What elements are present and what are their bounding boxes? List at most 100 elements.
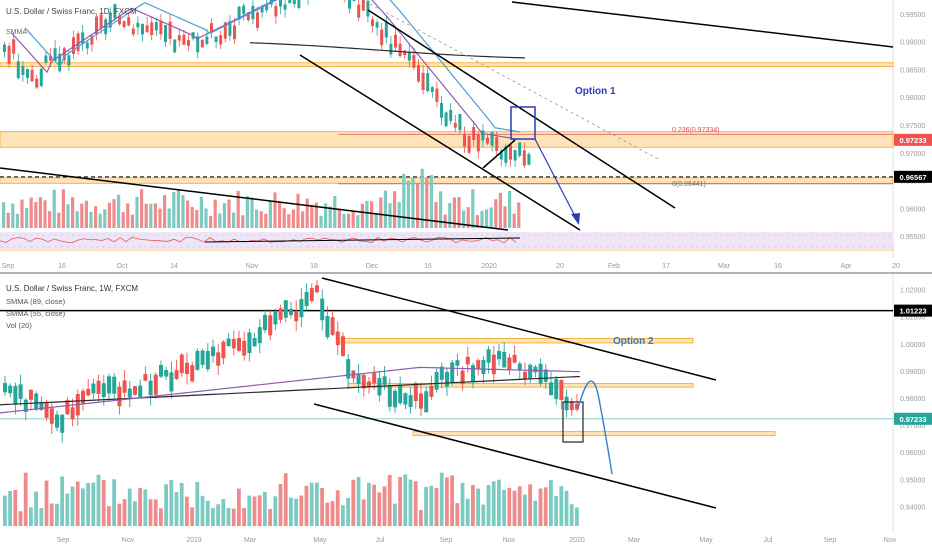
volume-bar-top <box>34 202 38 228</box>
volume-bar-top <box>328 206 332 228</box>
volume-bar-bottom <box>226 507 231 526</box>
volume-bar-top <box>218 213 222 228</box>
candle-body-bottom <box>507 357 512 371</box>
candle-body-bottom <box>18 384 23 399</box>
candle-body-bottom <box>367 381 371 388</box>
candle-body-top <box>233 25 236 40</box>
price-axis-label-bottom: 1.02000 <box>900 288 925 295</box>
candle-body-bottom <box>465 356 470 365</box>
candle-body-top <box>274 6 278 17</box>
candle-body-top <box>527 154 531 165</box>
candle-body-bottom <box>273 311 278 325</box>
fib-236-label: 0.236(0.97334) <box>672 127 719 134</box>
volume-bar-top <box>291 209 295 228</box>
volume-bar-bottom <box>153 499 158 526</box>
volume-bar-bottom <box>91 482 96 526</box>
volume-bar-top <box>264 213 268 228</box>
candle-body-bottom <box>299 299 304 318</box>
candle-body-top <box>421 72 425 91</box>
volume-bar-bottom <box>559 486 564 526</box>
volume-bar-top <box>466 207 470 228</box>
candle-body-top <box>366 0 370 17</box>
bottom-weekly-chart[interactable]: 1.02000 1.01000 1.00000 0.99000 0.98000 0.970… <box>0 274 932 550</box>
time-axis-label-top: Mar <box>718 263 731 270</box>
candle-body-top <box>228 21 232 36</box>
candle-body-bottom <box>34 393 39 410</box>
volume-bar-bottom <box>117 503 122 526</box>
candle-body-bottom <box>564 396 569 411</box>
volume-bar-top <box>199 196 203 228</box>
candle-body-bottom <box>398 385 403 404</box>
price-axis-bottom[interactable] <box>893 274 932 550</box>
candle-body-top <box>12 39 16 54</box>
candle-body-top <box>426 73 430 91</box>
candle-body-bottom <box>517 363 522 371</box>
candle-body-bottom <box>138 385 143 399</box>
candle-body-top <box>95 16 98 35</box>
channel-upper-bottom <box>321 277 717 381</box>
volume-bar-top <box>443 214 447 228</box>
smma-89-legend: SMMA (89, close) <box>6 297 66 306</box>
candle-body-bottom <box>185 362 189 375</box>
top-daily-chart[interactable]: 0.99500 0.99000 0.98500 0.98000 0.97500 0.970… <box>0 0 932 272</box>
bottom-chart-title: U.S. Dollar / Swiss Franc, 1W, FXCM <box>6 284 138 293</box>
volume-bar-bottom <box>273 496 278 526</box>
candle-body-bottom <box>65 400 70 415</box>
candle-body-bottom <box>439 366 444 380</box>
volume-bar-top <box>301 211 305 228</box>
time-axis-label-bottom: 2019 <box>186 537 202 544</box>
time-axis-bottom[interactable] <box>0 532 932 550</box>
candle-body-bottom <box>372 373 377 384</box>
volume-bar-top <box>130 214 134 228</box>
volume-bar-top <box>383 190 387 228</box>
volume-bar-bottom <box>517 486 522 526</box>
volume-bar-top <box>181 195 185 228</box>
time-axis-label-bottom: Jul <box>764 537 773 544</box>
volume-bar-bottom <box>393 503 397 526</box>
volume-bar-bottom <box>465 498 470 526</box>
candle-body-bottom <box>320 298 325 321</box>
volume-bar-bottom <box>403 474 408 526</box>
volume-bar-bottom <box>387 474 392 526</box>
candle-body-bottom <box>559 380 564 400</box>
time-axis-label-top: Apr <box>841 263 853 270</box>
time-axis-label-bottom: May <box>699 537 713 544</box>
candle-body-top <box>297 0 301 8</box>
volume-bar-top <box>365 200 369 228</box>
volume-bar-bottom <box>247 495 252 526</box>
candle-body-top <box>131 28 135 35</box>
time-axis-label-bottom: May <box>313 537 327 544</box>
volume-bar-bottom <box>497 479 501 526</box>
smma-89-line <box>0 375 581 406</box>
time-axis-top[interactable] <box>0 258 932 272</box>
volume-bar-bottom <box>356 476 361 526</box>
volume-bar-top <box>6 212 10 228</box>
volume-bar-top <box>314 202 318 228</box>
volume-bar-top <box>48 211 52 228</box>
time-axis-label-top: 16 <box>424 263 432 270</box>
candle-body-top <box>251 5 255 20</box>
volume-bar-bottom <box>81 488 85 526</box>
candle-body-bottom <box>242 340 247 356</box>
smma-55-legend: SMMA (55, close) <box>6 309 66 318</box>
candle-body-top <box>30 69 34 82</box>
candle-body-bottom <box>512 354 517 363</box>
candle-body-bottom <box>429 385 434 397</box>
volume-bar-top <box>429 174 433 228</box>
candle-body-bottom <box>528 364 533 379</box>
candle-body-top <box>440 103 443 118</box>
candle-body-bottom <box>143 373 148 381</box>
candle-body-top <box>237 6 241 20</box>
candle-body-bottom <box>408 395 413 408</box>
smma-55-line <box>0 366 581 414</box>
option1-arrow-line <box>534 138 578 221</box>
volume-bar-bottom <box>549 480 553 526</box>
volume-bar-top <box>94 206 98 228</box>
candle-body-top <box>375 22 379 28</box>
candle-body-top <box>173 39 177 53</box>
candle-body-bottom <box>393 390 397 408</box>
volume-bar-bottom <box>49 503 54 526</box>
candle-body-top <box>99 14 103 29</box>
candle-body-bottom <box>382 376 387 385</box>
panel-divider[interactable] <box>0 272 932 274</box>
